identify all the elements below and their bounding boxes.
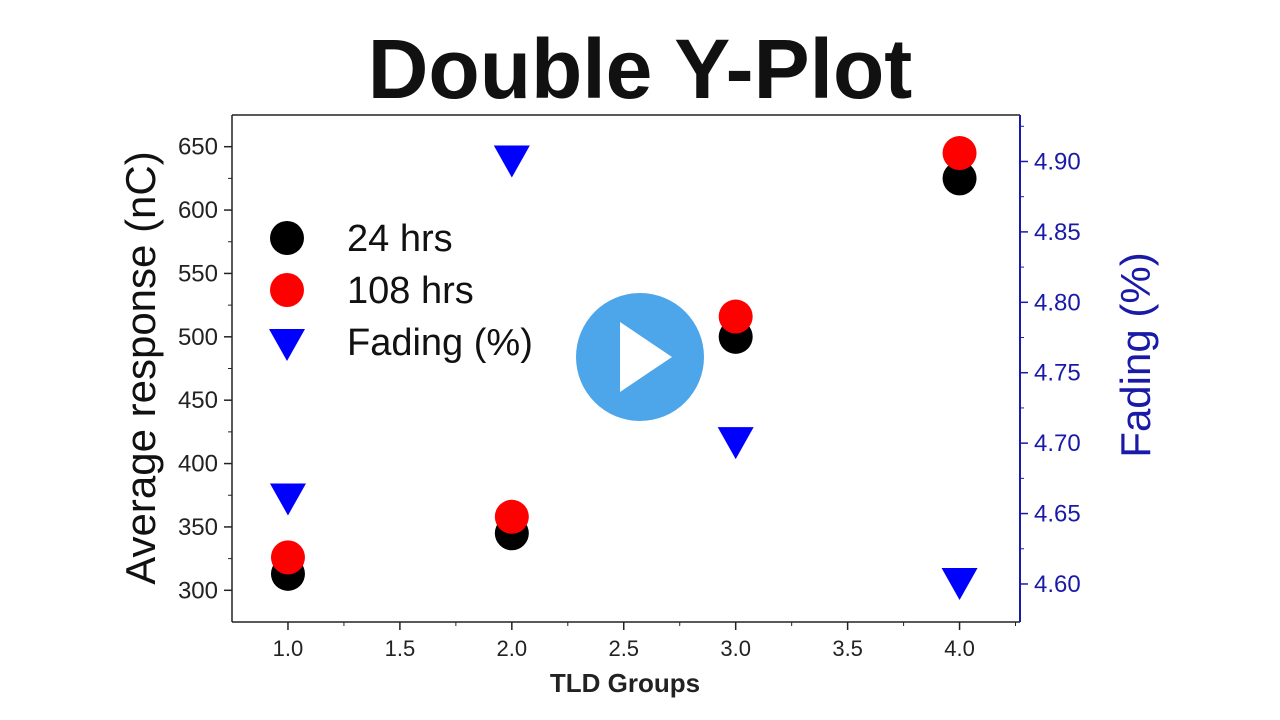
left-tick-label: 550 [178, 260, 218, 287]
data-point-series-1 [942, 136, 977, 171]
data-point-series-2 [493, 145, 530, 178]
x-tick-label: 4.0 [944, 636, 975, 661]
legend: 24 hrs 108 hrs Fading (%) [269, 218, 533, 364]
legend-marker-108hrs [270, 273, 304, 307]
right-tick-label: 4.70 [1034, 430, 1081, 457]
left-tick-label: 600 [178, 197, 218, 224]
x-axis-label: TLD Groups [550, 668, 700, 698]
right-tick-label: 4.60 [1034, 571, 1081, 598]
left-tick-label: 350 [178, 514, 218, 541]
right-axis-ticks: 4.60 4.65 4.70 4.75 4.80 4.85 4.90 [1020, 125, 1081, 598]
left-axis-ticks: 300 350 400 450 500 550 600 650 [178, 134, 232, 604]
x-tick-label: 2.0 [497, 636, 528, 661]
right-tick-label: 4.75 [1034, 360, 1081, 387]
left-tick-label: 450 [178, 387, 218, 414]
legend-marker-fading [269, 329, 305, 361]
data-point-series-1 [494, 499, 529, 534]
play-icon [620, 322, 672, 392]
y-axis-label-left: Average response (nC) [117, 151, 164, 584]
right-tick-label: 4.90 [1034, 148, 1081, 175]
left-tick-label: 300 [178, 577, 218, 604]
x-tick-label: 1.5 [385, 636, 416, 661]
data-point-series-0 [942, 161, 977, 196]
data-point-series-2 [269, 483, 306, 516]
data-point-series-1 [270, 540, 305, 575]
right-tick-label: 4.85 [1034, 219, 1081, 246]
x-tick-label: 3.0 [720, 636, 751, 661]
data-point-series-1 [718, 299, 753, 334]
legend-label-fading: Fading (%) [347, 322, 533, 364]
right-tick-label: 4.65 [1034, 501, 1081, 528]
data-point-series-2 [717, 427, 754, 460]
x-tick-label: 3.5 [832, 636, 863, 661]
legend-label-24hrs: 24 hrs [347, 218, 453, 260]
play-button[interactable] [566, 283, 714, 431]
right-tick-label: 4.80 [1034, 289, 1081, 316]
x-tick-label: 2.5 [608, 636, 639, 661]
data-point-series-2 [941, 567, 978, 600]
left-tick-label: 500 [178, 324, 218, 351]
chart-title: Double Y-Plot [368, 22, 912, 116]
legend-label-108hrs: 108 hrs [347, 270, 474, 312]
data-marks [269, 136, 978, 600]
left-tick-label: 650 [178, 134, 218, 161]
left-tick-label: 400 [178, 451, 218, 478]
x-tick-label: 1.0 [273, 636, 304, 661]
y-axis-label-right: Fading (%) [1112, 252, 1159, 457]
legend-marker-24hrs [270, 221, 304, 255]
x-axis-ticks: 1.0 1.5 2.0 2.5 3.0 3.5 4.0 [273, 622, 1017, 661]
